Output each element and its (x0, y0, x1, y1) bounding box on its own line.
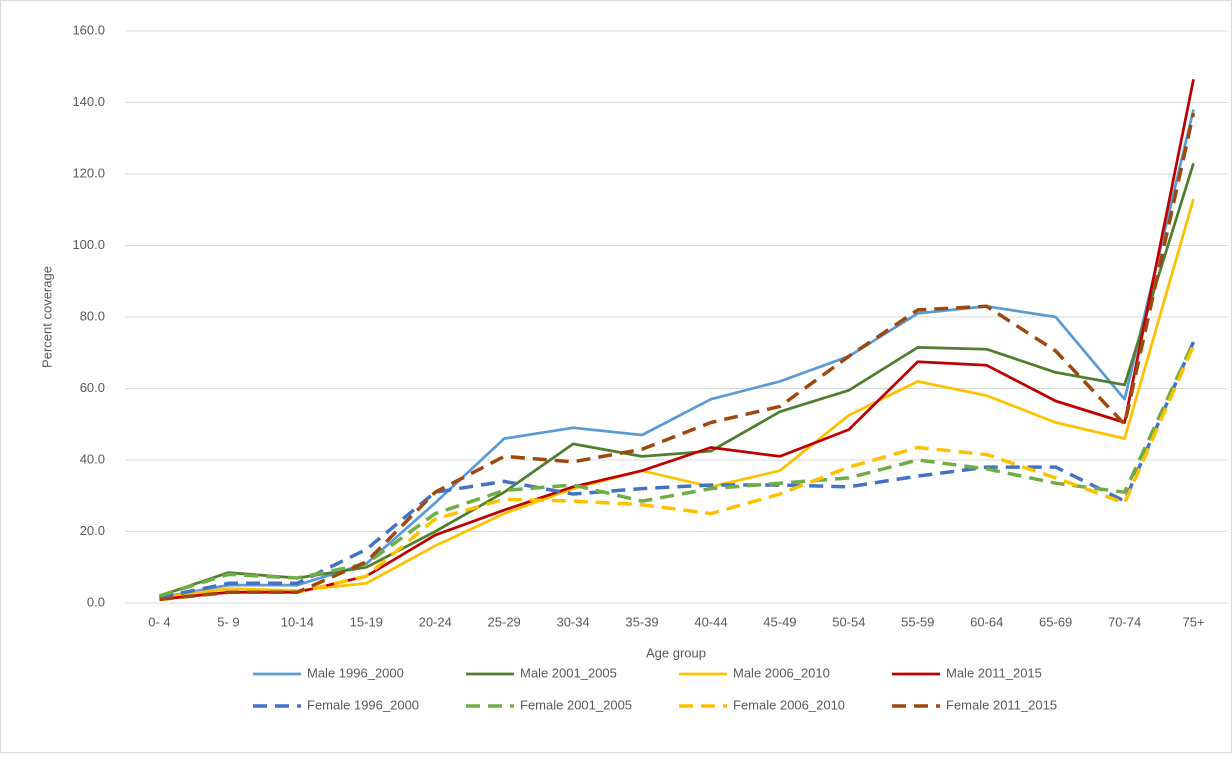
y-tick-label: 0.0 (87, 594, 105, 609)
x-tick-label: 35-39 (625, 614, 658, 629)
series-line (159, 162, 1195, 598)
x-tick-label: 20-24 (419, 614, 452, 629)
legend-label: Male 1996_2000 (307, 665, 404, 680)
series-line (159, 79, 1195, 601)
legend-label: Male 2006_2010 (733, 665, 830, 680)
x-tick-label: 30-34 (556, 614, 589, 629)
series-line (159, 112, 1196, 602)
series-line (159, 109, 1195, 599)
legend-label: Male 2001_2005 (520, 665, 617, 680)
y-tick-label: 40.0 (80, 451, 105, 466)
x-tick-label: 65-69 (1039, 614, 1072, 629)
x-tick-label: 55-59 (901, 614, 934, 629)
y-tick-label: 100.0 (72, 237, 105, 252)
series-line (159, 341, 1196, 600)
legend-label: Male 2011_2015 (946, 665, 1042, 680)
x-tick-label: 0- 4 (148, 614, 170, 629)
x-axis-label: Age group (646, 645, 706, 660)
legend-label: Female 2011_2015 (946, 697, 1057, 712)
x-tick-label: 50-54 (832, 614, 865, 629)
x-tick-label: 10-14 (281, 614, 314, 629)
x-tick-label: 15-19 (350, 614, 383, 629)
legend-label: Female 2006_2010 (733, 697, 845, 712)
x-tick-label: 40-44 (694, 614, 727, 629)
legend-label: Female 2001_2005 (520, 697, 632, 712)
y-tick-label: 120.0 (72, 165, 105, 180)
y-tick-label: 80.0 (80, 308, 105, 323)
y-tick-label: 140.0 (72, 94, 105, 109)
y-tick-label: 160.0 (72, 22, 105, 37)
x-tick-label: 60-64 (970, 614, 1003, 629)
series-line (159, 198, 1195, 599)
series-line (158, 341, 1196, 598)
x-tick-label: 70-74 (1108, 614, 1141, 629)
y-tick-label: 60.0 (80, 380, 105, 395)
x-tick-label: 5- 9 (217, 614, 239, 629)
x-tick-label: 25-29 (488, 614, 521, 629)
x-tick-label: 45-49 (763, 614, 796, 629)
y-tick-label: 20.0 (80, 523, 105, 538)
y-axis-label: Percent coverage (39, 266, 54, 368)
x-tick-label: 75+ (1183, 614, 1205, 629)
legend-label: Female 1996_2000 (307, 697, 419, 712)
